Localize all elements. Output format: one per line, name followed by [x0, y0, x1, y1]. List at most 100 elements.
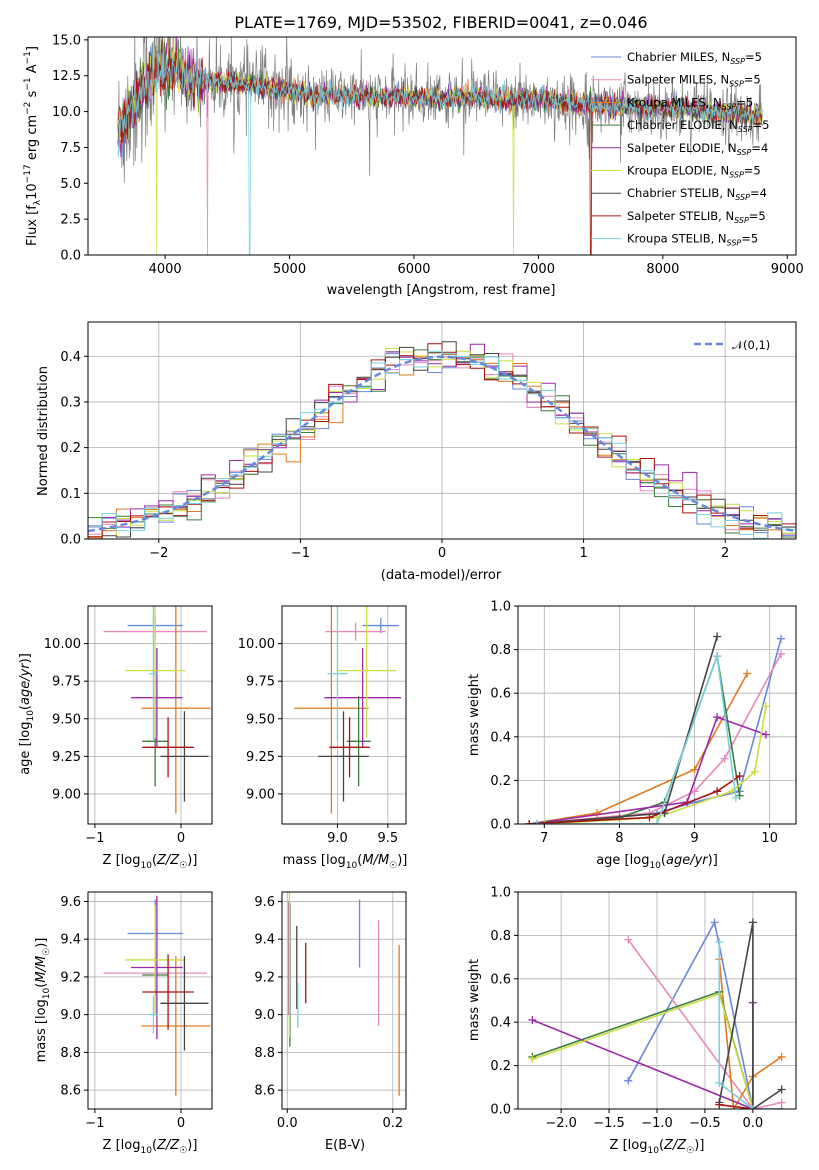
spectrum-ytick-label: 12.5 — [52, 69, 81, 84]
weight-vs-age-series-line — [529, 673, 748, 824]
weight-vs-Z-series-line — [627, 939, 782, 1109]
residuals-histogram — [88, 350, 796, 539]
age-vs-mass-ytick-label: 9.25 — [246, 750, 275, 765]
spectrum-series-line — [117, 40, 763, 255]
weight-vs-Z-marker — [715, 937, 724, 946]
age-vs-mass-xtick-label: 9.5 — [378, 831, 399, 846]
age-vs-Z-grid — [88, 606, 212, 824]
weight-vs-age-grid — [518, 605, 796, 825]
mass-vs-Z-ytick-label: 9.0 — [60, 1008, 81, 1023]
age-vs-Z-xtick-label: −1 — [85, 831, 104, 846]
spectrum-ytick-label: 5.0 — [60, 177, 81, 192]
weight-vs-Z-ytick-label: 1.0 — [490, 886, 511, 901]
weight-vs-Z-marker — [748, 1105, 757, 1109]
weight-vs-Z-series-line — [627, 920, 782, 1109]
residuals-ytick-label: 0.4 — [60, 350, 81, 365]
weight-vs-age-marker — [720, 754, 729, 763]
mass-vs-Z-ytick-label: 8.8 — [60, 1046, 81, 1061]
weight-vs-Z-ytick-label: 0.2 — [490, 1059, 511, 1074]
weight-vs-Z-marker — [528, 1055, 537, 1064]
residuals-xtick-label: −1 — [291, 546, 310, 561]
weight-vs-Z-marker — [715, 1078, 724, 1087]
age-vs-mass-xlabel: mass [log10(M/M☉)] — [283, 853, 408, 871]
spectrum-ytick-label: 2.5 — [60, 213, 81, 228]
spectrum-xtick-label: 5000 — [273, 262, 306, 277]
weight-vs-Z-ytick-label: 0.8 — [490, 929, 511, 944]
weight-vs-age-xtick-label: 9 — [690, 831, 698, 846]
weight-vs-age-marker — [713, 787, 722, 796]
weight-vs-age-frame — [517, 605, 797, 825]
spectrum-ytick-label: 0.0 — [60, 249, 81, 264]
mass-vs-ebv-ytick-label: 9.6 — [254, 895, 275, 910]
weight-vs-age-marker — [776, 634, 785, 643]
age-vs-Z-errorbar — [125, 606, 186, 739]
spectrum-ytick-label: 7.5 — [60, 141, 81, 156]
age-vs-Z-points — [103, 606, 211, 814]
age-vs-mass-ytick-label: 9.75 — [246, 675, 275, 690]
age-vs-mass-ytick-label: 9.00 — [246, 787, 275, 802]
weight-vs-Z-xtick-label: 0.0 — [743, 1116, 764, 1131]
mass-vs-ebv-ytick-label: 9.2 — [254, 970, 275, 985]
legend-label: 𝒩(0,1) — [732, 338, 770, 352]
weight-vs-age-ytick-label: 0.8 — [490, 643, 511, 658]
normal-reference-curve — [88, 355, 796, 533]
mass-vs-ebv-xlabel: E(B-V) — [325, 1138, 365, 1153]
weight-vs-age-marker — [653, 820, 661, 824]
weight-vs-age-series-line — [529, 775, 741, 824]
mass-vs-Z-errorbar — [142, 954, 194, 1030]
spectrum-xtick-label: 6000 — [397, 262, 430, 277]
weight-vs-age-series-line — [536, 655, 737, 824]
weight-vs-Z-marker — [528, 1016, 537, 1025]
weight-vs-Z-xtick-label: −1.5 — [593, 1116, 625, 1131]
weight-vs-age-ytick-label: 0.4 — [490, 730, 511, 745]
weight-vs-age-xtick-label: 8 — [615, 831, 623, 846]
age-vs-Z-xtick-label: 0 — [177, 831, 185, 846]
weight-vs-Z-xtick-label: −1.0 — [641, 1116, 673, 1131]
age-vs-Z-panel: age [log10(age/yr)] Z [log10(Z/Z☉)] −1 0 9… — [18, 605, 213, 871]
mass-vs-Z-errorbar — [131, 895, 183, 1040]
age-vs-Z-ytick-label: 9.00 — [52, 787, 81, 802]
age-vs-mass-errorbar — [318, 711, 369, 802]
weight-vs-age-marker — [735, 772, 744, 781]
age-vs-mass-errorbar — [362, 618, 399, 634]
weight-vs-age-xtick-label: 10 — [761, 831, 778, 846]
weight-vs-age-marker — [690, 787, 699, 796]
spectrum-panel: PLATE=1769, MJD=53502, FIBERID=0041, z=0… — [23, 13, 804, 298]
legend-label: Salpeter STELIB, NSSP=5 — [627, 209, 766, 225]
weight-vs-Z-marker — [624, 1076, 633, 1085]
spectrum-xtick-label: 7000 — [522, 262, 555, 277]
mass-vs-Z-grid — [88, 892, 212, 1109]
age-vs-mass-errorbar — [329, 717, 370, 778]
weight-vs-Z-marker — [777, 1085, 786, 1094]
weight-vs-age-marker — [525, 820, 534, 824]
weight-vs-age-marker — [731, 793, 740, 802]
weight-vs-age-marker — [776, 649, 785, 658]
mass-vs-ebv-xtick-label: 0.2 — [382, 1116, 403, 1131]
legend-label: Chabrier ELODIE, NSSP=5 — [627, 118, 769, 134]
legend-label: Chabrier MILES, NSSP=5 — [627, 50, 762, 66]
weight-vs-age-ylabel: mass weight — [467, 674, 482, 756]
residuals-histogram — [88, 343, 796, 539]
age-vs-Z-ytick-label: 9.50 — [52, 712, 81, 727]
legend-label: Chabrier STELIB, NSSP=4 — [627, 186, 767, 202]
mass-vs-Z-ytick-label: 8.6 — [60, 1084, 81, 1099]
mass-vs-Z-xtick-label: −1 — [85, 1116, 104, 1131]
spectrum-frame — [87, 36, 797, 256]
residuals-ylabel: Normed distribution — [36, 366, 51, 496]
residuals-xtick-label: 2 — [721, 546, 729, 561]
mass-vs-ebv-points — [288, 892, 400, 1096]
weight-vs-Z-panel: mass weight Z [log10(Z/Z☉)] −2.0 −1.5 −1.0… — [467, 886, 797, 1156]
weight-vs-Z-frame — [517, 891, 797, 1110]
weight-vs-age-ytick-label: 0.2 — [490, 774, 511, 789]
weight-vs-Z-ytick-label: 0.4 — [490, 1016, 511, 1031]
mass-vs-ebv-ytick-label: 9.4 — [254, 933, 275, 948]
mass-vs-Z-errorbar — [125, 905, 186, 1015]
weight-vs-age-series-line — [529, 716, 767, 824]
spectrum-xtick-label: 9000 — [771, 262, 804, 277]
weight-vs-Z-marker — [777, 1052, 786, 1061]
spectrum-legend: Chabrier MILES, NSSP=5 Salpeter MILES, NS… — [591, 50, 769, 248]
spectrum-xtick-label: 4000 — [149, 262, 182, 277]
weight-vs-age-xlabel: age [log10(age/yr)] — [596, 853, 718, 871]
weight-vs-Z-series — [528, 918, 786, 1109]
